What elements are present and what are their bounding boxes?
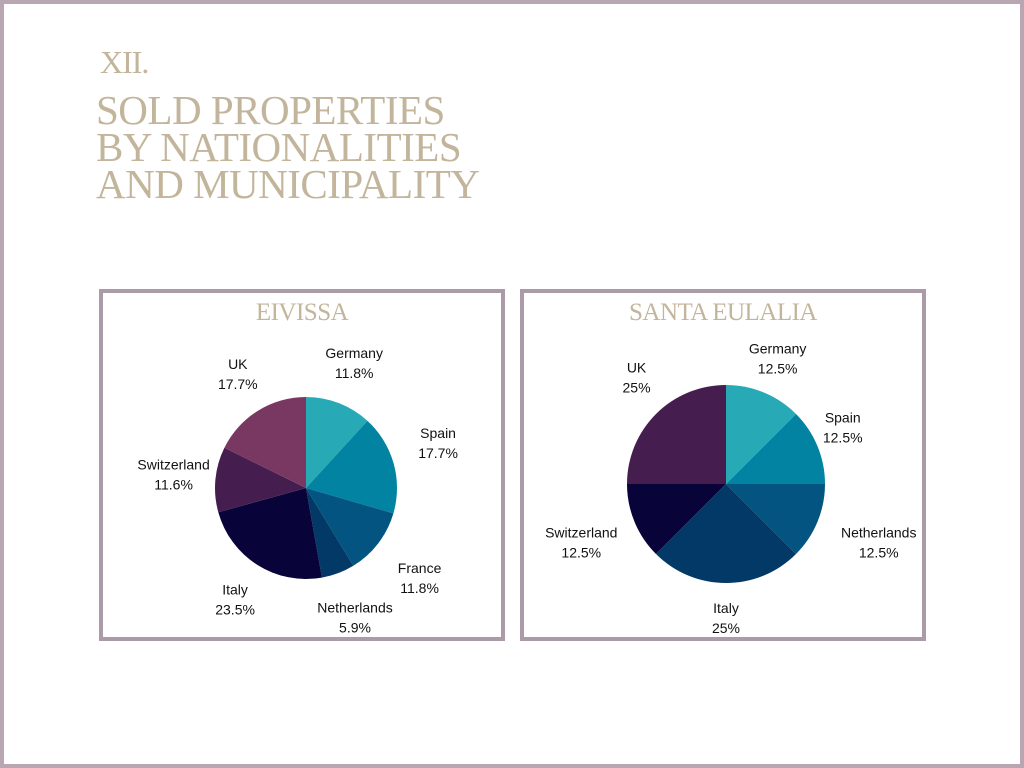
slice-category-label: Switzerland (137, 456, 209, 472)
slice-value-label: 17.7% (218, 376, 258, 392)
slice-value-label: 25% (712, 620, 740, 636)
slice-value-label: 11.8% (335, 365, 374, 381)
slice-value-label: 12.5% (561, 545, 601, 561)
slice-value-label: 23.5% (215, 602, 255, 618)
pie-slice-italy (218, 488, 322, 579)
pie-slice-france (306, 488, 394, 566)
slice-value-label: 17.7% (418, 445, 458, 461)
pie-slice-netherlands (306, 488, 354, 578)
section-number: XII. (100, 44, 149, 80)
slice-category-label: Spain (420, 425, 456, 441)
slice-category-label: France (398, 560, 442, 576)
pie-slices (627, 385, 825, 583)
chart-title: EIVISSA (255, 299, 349, 326)
slice-value-label: 12.5% (859, 545, 899, 561)
pie-slice-netherlands (726, 484, 825, 555)
eivissa-chart-panel: EIVISSA Germany 11.8% Spain 17.7% France 11.8… (99, 289, 505, 641)
slice-category-label: Switzerland (545, 525, 617, 541)
slice-category-label: Germany (325, 345, 383, 361)
pie-slice-italy (655, 484, 797, 583)
slice-category-label: Spain (825, 409, 861, 425)
slice-value-label: 11.6% (154, 476, 193, 492)
pie-slice-uk (627, 385, 726, 484)
pie-slice-switzerland (215, 447, 306, 513)
slice-category-label: UK (228, 356, 248, 372)
page-title-line: SOLD PROPERTIES (96, 87, 445, 133)
slice-value-label: 25% (623, 380, 651, 396)
slice-category-label: Netherlands (317, 599, 393, 615)
pie-labels: Germany 11.8% Spain 17.7% France 11.8% Netherl… (137, 345, 458, 635)
slice-value-label: 12.5% (758, 360, 798, 376)
slice-value-label: 12.5% (823, 429, 863, 445)
santa-eulalia-chart-panel: SANTA EULALIA Germany 12.5% Spain 12.5% Neth… (520, 289, 926, 641)
pie-slice-germany (726, 385, 797, 484)
slice-category-label: Germany (749, 340, 807, 356)
pie-slice-switzerland (627, 484, 726, 555)
pie-labels: Germany 12.5% Spain 12.5% Netherlands 12.5% It… (545, 340, 916, 636)
slice-category-label: Netherlands (841, 525, 917, 541)
pie-slice-uk (224, 397, 306, 488)
pie-slice-germany (306, 397, 368, 488)
pie-slices (215, 397, 397, 579)
slice-value-label: 5.9% (339, 619, 371, 635)
page-title-line: BY NATIONALITIES (96, 124, 462, 170)
page-title-line: AND MUNICIPALITY (96, 161, 480, 207)
chart-title: SANTA EULALIA (628, 299, 818, 326)
pie-slice-spain (726, 413, 825, 484)
slice-category-label: UK (627, 360, 647, 376)
slice-category-label: Italy (713, 600, 739, 616)
slice-value-label: 11.8% (400, 580, 439, 596)
page-title: SOLD PROPERTIES BY NATIONALITIES AND MUN… (96, 87, 480, 207)
santa-eulalia-pie-chart: Germany 12.5% Spain 12.5% Netherlands 12.5% It… (545, 340, 916, 636)
eivissa-pie-chart: Germany 11.8% Spain 17.7% France 11.8% Netherl… (137, 345, 458, 635)
slice-category-label: Italy (222, 582, 248, 598)
pie-slice-spain (306, 420, 397, 514)
